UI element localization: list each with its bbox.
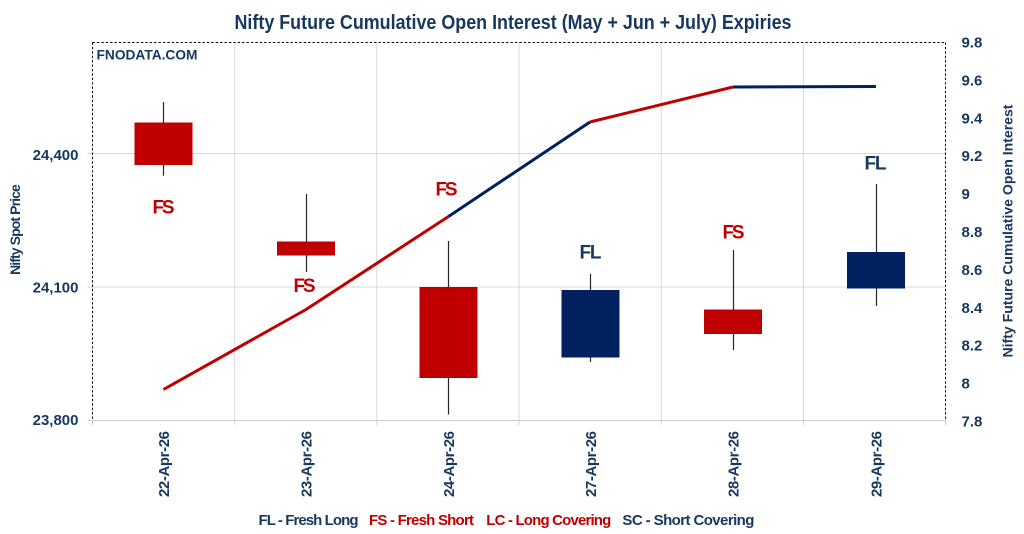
- svg-text:FL: FL: [580, 243, 602, 264]
- svg-text:Nifty Future Cumulative Open I: Nifty Future Cumulative Open Interest (M…: [235, 11, 792, 34]
- svg-text:9.4: 9.4: [962, 110, 984, 127]
- svg-text:24,100: 24,100: [33, 280, 79, 297]
- svg-text:FS: FS: [153, 197, 175, 218]
- svg-text:24,400: 24,400: [33, 147, 79, 164]
- svg-text:24-Apr-26: 24-Apr-26: [441, 431, 458, 497]
- svg-text:SC - Short Covering: SC - Short Covering: [622, 512, 754, 529]
- svg-text:FNODATA.COM: FNODATA.COM: [97, 46, 198, 62]
- svg-text:FS - Fresh Short: FS - Fresh Short: [369, 512, 474, 529]
- svg-text:9.6: 9.6: [962, 72, 983, 89]
- svg-text:8.6: 8.6: [962, 262, 983, 279]
- svg-text:7.8: 7.8: [962, 414, 983, 431]
- svg-text:FS: FS: [294, 276, 316, 297]
- svg-text:23-Apr-26: 23-Apr-26: [298, 431, 315, 497]
- svg-text:28-Apr-26: 28-Apr-26: [725, 431, 742, 497]
- svg-text:29-Apr-26: 29-Apr-26: [868, 431, 885, 497]
- svg-text:8: 8: [962, 376, 970, 393]
- svg-text:23,800: 23,800: [33, 412, 79, 429]
- svg-text:FL: FL: [865, 153, 887, 174]
- svg-text:Nifty Future Cumulative Open I: Nifty Future Cumulative Open Interest: [999, 104, 1015, 357]
- svg-text:8.8: 8.8: [962, 224, 983, 241]
- svg-text:27-Apr-26: 27-Apr-26: [583, 431, 600, 497]
- svg-text:8.4: 8.4: [962, 300, 984, 317]
- svg-text:9.8: 9.8: [962, 35, 983, 52]
- svg-text:FS: FS: [436, 180, 458, 201]
- svg-text:9.2: 9.2: [962, 148, 983, 165]
- svg-text:FL - Fresh Long: FL - Fresh Long: [259, 512, 359, 529]
- svg-text:Nifty Spot Price: Nifty Spot Price: [7, 184, 23, 275]
- svg-text:8.2: 8.2: [962, 338, 983, 355]
- svg-text:22-Apr-26: 22-Apr-26: [156, 431, 173, 497]
- svg-text:LC - Long Covering: LC - Long Covering: [486, 512, 611, 529]
- svg-text:9: 9: [962, 186, 970, 203]
- svg-text:FS: FS: [723, 223, 745, 244]
